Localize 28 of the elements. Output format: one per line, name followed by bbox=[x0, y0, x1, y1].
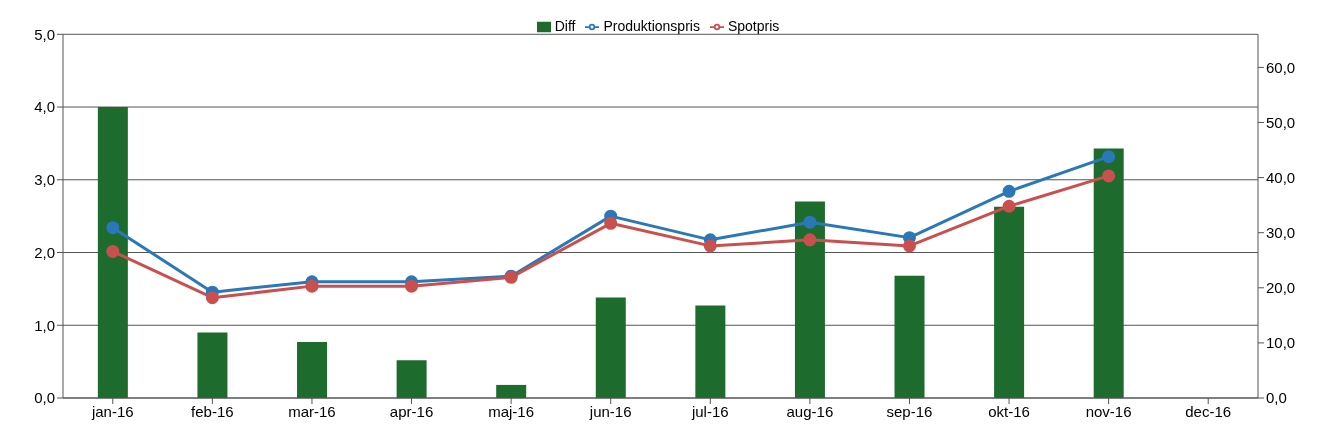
x-tick-label: mar-16 bbox=[288, 402, 336, 420]
y-tick-label: 1,0 bbox=[34, 316, 55, 334]
y2-tick-label: 60,0 bbox=[1266, 58, 1296, 76]
y-tick-label: 5,0 bbox=[34, 25, 55, 43]
x-tick-label: sep-16 bbox=[886, 402, 933, 420]
y2-tick-label: 50,0 bbox=[1266, 113, 1296, 131]
x-tick-label: feb-16 bbox=[191, 402, 234, 420]
y-tick-label: 3,0 bbox=[34, 171, 55, 189]
y2-tick-label: 40,0 bbox=[1266, 168, 1296, 186]
y-tick-label: 4,0 bbox=[34, 98, 55, 116]
x-tick-label: nov-16 bbox=[1085, 402, 1132, 420]
legend-label: Produktionspris bbox=[603, 18, 700, 34]
x-tick-label: jun-16 bbox=[588, 402, 632, 420]
x-tick-label: jul-16 bbox=[690, 402, 729, 420]
x-tick-label: dec-16 bbox=[1185, 402, 1232, 420]
legend-label: Diff bbox=[554, 18, 576, 34]
y-tick-label: 2,0 bbox=[34, 243, 55, 261]
y-tick-label: 0,0 bbox=[34, 389, 55, 407]
x-tick-label: aug-16 bbox=[786, 402, 834, 420]
y2-tick-label: 0,0 bbox=[1266, 389, 1287, 407]
legend-label: Spotpris bbox=[727, 18, 780, 34]
x-tick-label: maj-16 bbox=[488, 402, 535, 420]
y2-tick-label: 30,0 bbox=[1266, 224, 1296, 242]
x-tick-label: okt-16 bbox=[988, 402, 1030, 420]
y2-tick-label: 20,0 bbox=[1266, 279, 1296, 297]
x-tick-label: jan-16 bbox=[90, 402, 134, 420]
x-tick-label: apr-16 bbox=[389, 402, 434, 420]
y2-tick-label: 10,0 bbox=[1266, 334, 1296, 352]
